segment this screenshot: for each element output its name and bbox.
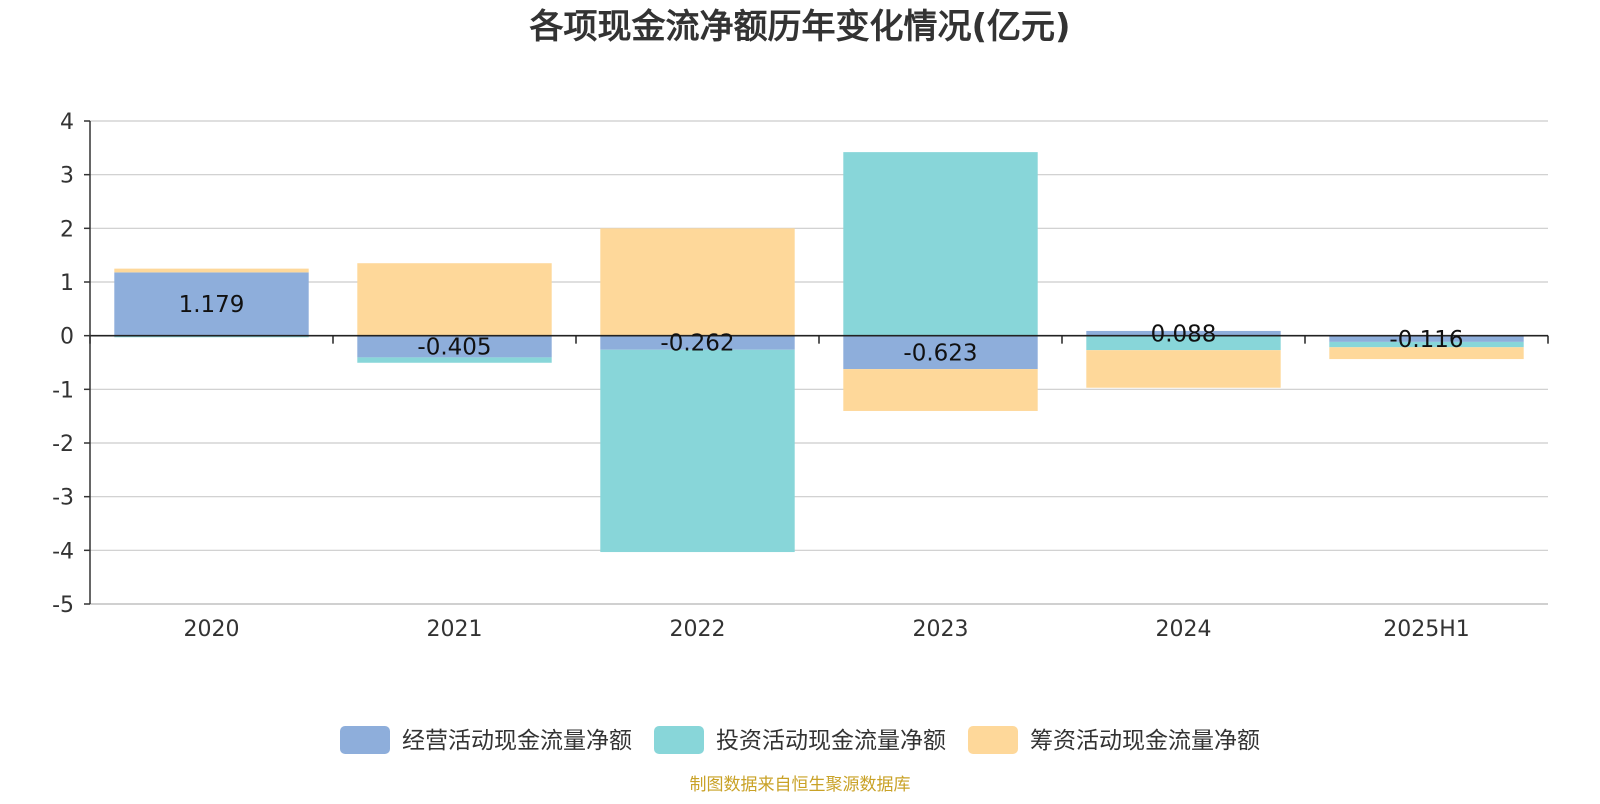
chart-title: 各项现金流净额历年变化情况(亿元)	[529, 7, 1070, 47]
bar-2-2024[interactable]	[1086, 350, 1281, 388]
grid-lines	[90, 120, 1548, 605]
y-tick-label: -3	[52, 486, 74, 511]
legend-swatch	[968, 726, 1018, 754]
bar-1-2023[interactable]	[843, 152, 1038, 336]
bar-0-2023[interactable]	[843, 335, 1038, 370]
bar-1-2025H1[interactable]	[1329, 341, 1524, 348]
bar-0-2024[interactable]	[1086, 330, 1281, 336]
legend-item-0[interactable]: 经营活动现金流量净额	[340, 726, 632, 754]
legend-label: 经营活动现金流量净额	[402, 728, 632, 754]
legend-label: 投资活动现金流量净额	[716, 728, 946, 754]
y-tick-label: -4	[52, 539, 74, 564]
y-tick-label: 0	[60, 325, 74, 350]
y-tick-label: 2	[60, 217, 74, 242]
bar-2-2023[interactable]	[843, 369, 1038, 411]
bar-1-2024[interactable]	[1086, 335, 1281, 351]
y-tick-label: 3	[60, 164, 74, 189]
x-tick-label: 2021	[427, 617, 483, 642]
bar-0-2025H1[interactable]	[1329, 335, 1524, 342]
x-tick-label: 2022	[670, 617, 726, 642]
legend-swatch	[654, 726, 704, 754]
axes: 4 3 2 1 0 -1 -2 -3 -4 -5 2020 2021 2022 2023 2024 2025H…	[52, 110, 1549, 642]
bar-2-2022[interactable]	[600, 228, 795, 336]
legend-item-2[interactable]: 筹资活动现金流量净额	[968, 726, 1260, 754]
legend-item-1[interactable]: 投资活动现金流量净额	[654, 726, 946, 754]
bar-2-2021[interactable]	[357, 263, 552, 336]
bar-0-2020[interactable]	[114, 272, 309, 336]
data-label-2024: 0.088	[1151, 321, 1217, 347]
y-tick-label: 4	[60, 110, 74, 135]
x-tick-label: 2025H1	[1383, 617, 1470, 642]
legend-label: 筹资活动现金流量净额	[1030, 728, 1260, 754]
y-tick-label: -2	[52, 432, 74, 457]
data-label-2020: 1.179	[179, 292, 245, 318]
bar-1-2021[interactable]	[357, 357, 552, 363]
data-label-2021: -0.405	[417, 335, 491, 361]
data-label-2025H1: -0.116	[1389, 327, 1463, 353]
bar-1-2020[interactable]	[114, 335, 309, 338]
bar-0-2022[interactable]	[600, 335, 795, 350]
data-labels: 1.179 -0.405 -0.262 -0.623 0.088 -0.116	[179, 292, 1464, 366]
data-label-2022: -0.262	[660, 331, 734, 357]
data-label-2023: -0.623	[903, 340, 977, 366]
bar-1-2022[interactable]	[600, 349, 795, 553]
source-note: 制图数据来自恒生聚源数据库	[690, 775, 911, 795]
y-tick-label: -1	[52, 378, 74, 403]
x-tick-label: 2024	[1156, 617, 1212, 642]
bar-0-2021[interactable]	[357, 335, 552, 358]
legend-swatch	[340, 726, 390, 754]
bar-2-2020[interactable]	[114, 268, 309, 273]
x-tick-label: 2023	[913, 617, 969, 642]
x-tick-label: 2020	[184, 617, 240, 642]
bar-2-2025H1[interactable]	[1329, 347, 1524, 360]
y-tick-label: 1	[60, 271, 74, 296]
legend[interactable]: 经营活动现金流量净额 投资活动现金流量净额 筹资活动现金流量净额	[340, 726, 1260, 754]
bars	[114, 152, 1524, 553]
y-tick-label: -5	[52, 593, 74, 618]
